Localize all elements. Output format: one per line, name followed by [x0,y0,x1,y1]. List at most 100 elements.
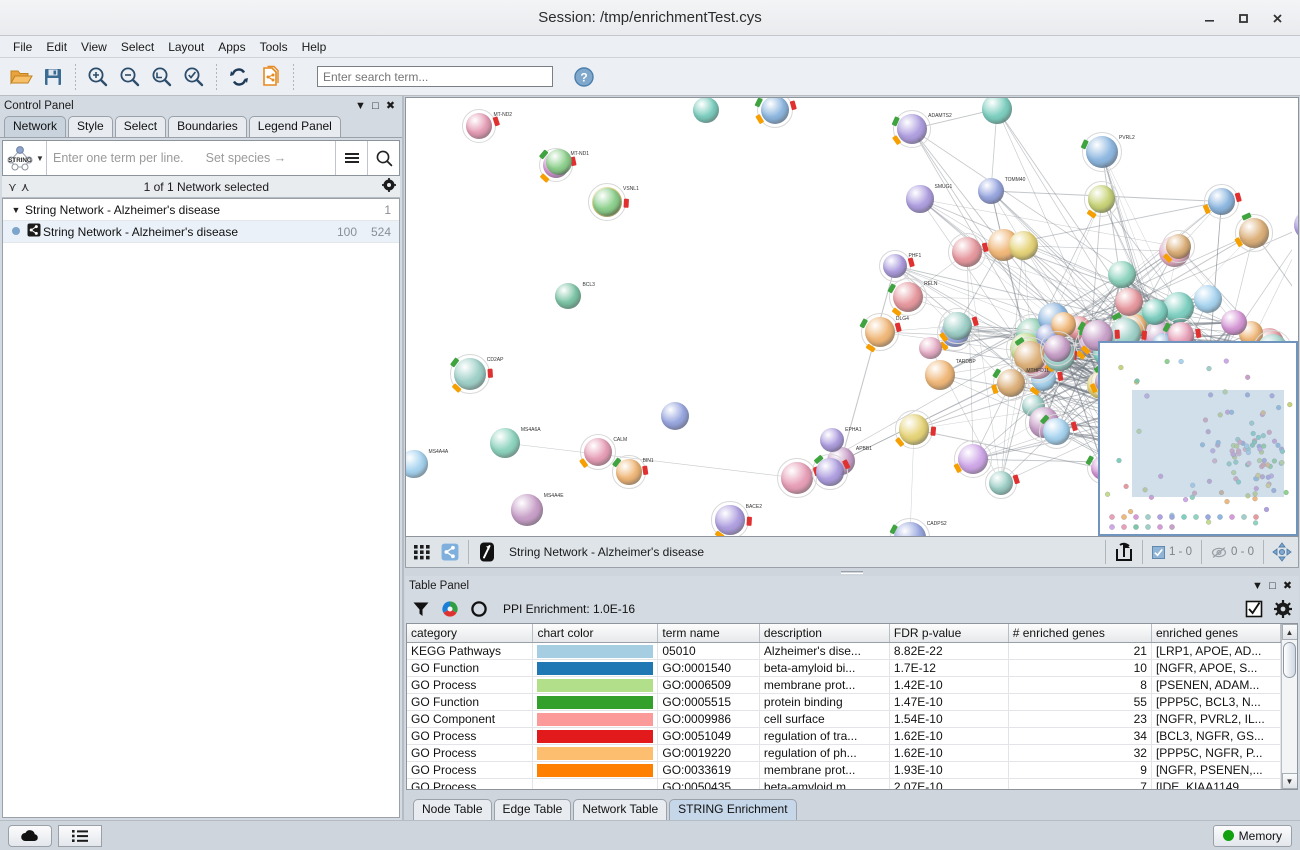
network-tree-root[interactable]: ▼ String Network - Alzheimer's disease 1 [3,199,399,221]
tab-boundaries[interactable]: Boundaries [168,116,247,137]
network-node[interactable] [1043,334,1072,362]
tab-legend-panel[interactable]: Legend Panel [248,116,341,137]
export-network-icon[interactable] [256,62,286,92]
scroll-down-arrow-icon[interactable]: ▼ [1281,773,1297,789]
network-node[interactable] [781,462,813,494]
network-node[interactable] [465,112,493,140]
open-session-icon[interactable] [6,62,36,92]
col-term-name[interactable]: term name [657,624,760,643]
maximize-button[interactable] [1226,4,1260,32]
collapse-all-chevron-down-icon[interactable]: ⋎ [8,179,17,194]
network-node[interactable] [1008,230,1038,260]
zoom-selected-icon[interactable] [179,62,209,92]
network-node[interactable] [906,185,934,213]
network-node[interactable] [583,437,613,467]
network-node[interactable] [760,98,790,125]
network-node[interactable] [1208,188,1235,215]
enrichment-table[interactable]: category chart color term name descripti… [407,624,1282,789]
network-node[interactable] [1163,292,1195,324]
save-session-icon[interactable] [38,62,68,92]
string-search-icon[interactable] [367,141,399,175]
network-node[interactable] [1086,136,1118,168]
network-tree-item[interactable]: String Network - Alzheimer's disease 100… [3,221,399,243]
birds-eye-selection-rect[interactable] [1132,390,1284,497]
minimize-button[interactable] [1192,4,1226,32]
network-settings-gear-icon[interactable] [381,178,396,195]
table-row[interactable]: GO Process GO:0050435 beta-amyloid m... 2.0… [407,778,1282,789]
network-tree-list[interactable]: ▼ String Network - Alzheimer's disease 1 [2,198,400,818]
panel-close-icon[interactable]: ✖ [385,100,396,112]
network-node[interactable] [988,471,1013,496]
tab-node-table[interactable]: Node Table [413,799,492,820]
network-node[interactable] [715,505,745,535]
table-float-icon[interactable]: □ [1269,579,1276,592]
network-node[interactable] [819,427,845,453]
select-all-checkbox-icon[interactable] [1243,598,1265,620]
table-vertical-scrollbar[interactable]: ▲ ▼ [1281,624,1297,789]
help-icon[interactable]: ? [569,62,599,92]
expand-all-chevron-up-icon[interactable]: ⋏ [20,179,30,194]
network-node[interactable] [958,444,989,475]
menu-tools[interactable]: Tools [259,39,288,54]
menu-help[interactable]: Help [301,39,327,54]
table-row[interactable]: GO Function GO:0005515 protein binding 1.47… [407,693,1282,711]
network-node[interactable] [1087,185,1116,213]
table-row[interactable]: GO Process GO:0006509 membrane prot... 1.42… [407,676,1282,694]
network-node[interactable] [454,358,486,390]
tab-string-enrichment[interactable]: STRING Enrichment [669,799,797,820]
col-enriched-count[interactable]: # enriched genes [1008,624,1152,643]
table-close-icon[interactable]: ✖ [1282,580,1293,592]
scrollbar-track[interactable] [1281,640,1297,773]
close-button[interactable] [1260,4,1294,32]
network-node[interactable] [1221,309,1247,336]
export-image-icon[interactable] [1110,539,1138,565]
birds-eye-view[interactable] [1098,341,1298,536]
network-node[interactable] [952,237,983,268]
network-node[interactable] [1293,209,1298,241]
network-canvas[interactable]: MT-ND2 MT-ND1 VSNL1 ADAMTS2 PVRL2 TOMM40 SMUG1… [405,97,1299,537]
network-node[interactable] [1165,234,1191,260]
tab-edge-table[interactable]: Edge Table [493,799,572,820]
scrollbar-thumb[interactable] [1282,642,1296,678]
string-term-input[interactable]: Enter one term per line. Set species → [47,141,335,175]
menu-file[interactable]: File [13,39,33,54]
col-category[interactable]: category [407,624,534,643]
table-row[interactable]: GO Component GO:0009986 cell surface 1.54E-… [407,710,1282,728]
navigator-icon[interactable] [1268,539,1296,565]
settings-gear-icon[interactable] [1272,598,1294,620]
network-node[interactable] [898,413,930,445]
string-logo-icon[interactable]: STRING ▼ [3,141,47,175]
tab-select[interactable]: Select [114,116,167,137]
zoom-in-icon[interactable] [83,62,113,92]
network-node[interactable] [816,458,844,486]
network-node[interactable] [1108,260,1136,289]
network-node[interactable] [943,311,972,341]
tab-network[interactable]: Network [4,116,67,137]
col-enriched-genes[interactable]: enriched genes [1151,624,1282,643]
network-node[interactable] [1115,287,1144,316]
table-row[interactable]: KEGG Pathways 05010 Alzheimer's dise... 8.8… [407,642,1282,660]
enrichment-table-body[interactable]: KEGG Pathways 05010 Alzheimer's dise... 8.8… [407,642,1282,789]
network-node[interactable] [996,368,1026,398]
col-fdr-pvalue[interactable]: FDR p-value [889,624,1009,643]
refresh-icon[interactable] [224,62,254,92]
table-menu-chevron-down-icon[interactable]: ▼ [1252,579,1263,592]
network-node[interactable] [1141,299,1168,326]
network-node[interactable] [592,187,622,217]
network-node[interactable] [978,178,1004,204]
menu-select[interactable]: Select [120,39,155,54]
menu-apps[interactable]: Apps [218,39,246,54]
network-node[interactable] [554,282,582,310]
zoom-fit-icon[interactable] [147,62,177,92]
network-node[interactable] [1043,417,1071,445]
tab-style[interactable]: Style [68,116,113,137]
string-view-icon[interactable] [436,539,464,565]
enrichment-table-wrapper[interactable]: category chart color term name descripti… [406,623,1298,790]
network-node[interactable] [692,98,720,124]
menu-edit[interactable]: Edit [46,39,68,54]
network-node[interactable] [511,494,543,526]
zoom-out-icon[interactable] [115,62,145,92]
network-node[interactable] [982,98,1012,124]
panel-splitter[interactable] [404,568,1300,576]
network-node[interactable] [545,148,573,176]
